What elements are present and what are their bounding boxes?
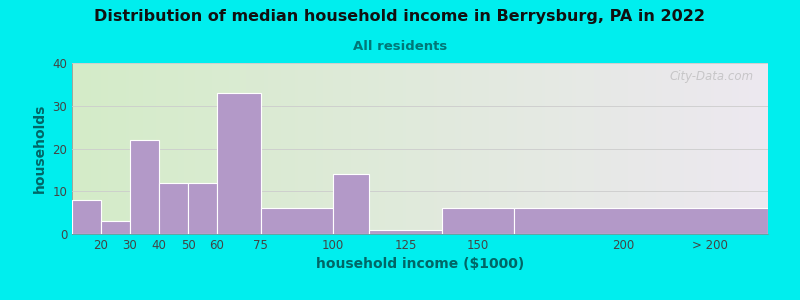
Bar (130, 140, 159, 234)
Text: Distribution of median household income in Berrysburg, PA in 2022: Distribution of median household income … (94, 9, 706, 24)
Y-axis label: households: households (33, 104, 46, 193)
X-axis label: household income ($1000): household income ($1000) (316, 257, 524, 272)
Bar (159, 183, 188, 234)
Bar (72, 200, 101, 234)
Bar (261, 208, 333, 234)
Bar (333, 174, 370, 234)
Bar (370, 230, 442, 234)
Bar (442, 208, 514, 234)
Bar (101, 221, 130, 234)
Text: All residents: All residents (353, 40, 447, 53)
Bar (188, 183, 217, 234)
Text: City-Data.com: City-Data.com (670, 70, 754, 83)
Bar (514, 208, 768, 234)
Bar (217, 93, 261, 234)
